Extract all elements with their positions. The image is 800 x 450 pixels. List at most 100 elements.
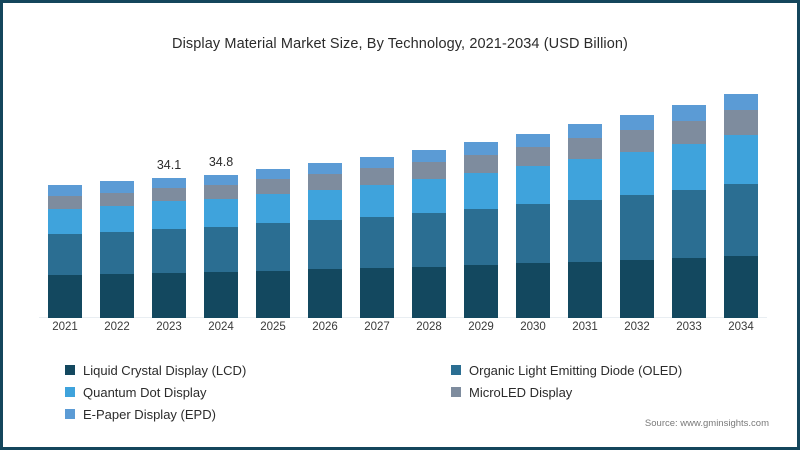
- bar-value-label: 34.8: [208, 154, 234, 169]
- bar-segment: [308, 163, 342, 174]
- bar-segment: [204, 184, 238, 199]
- bar-segment: [672, 257, 706, 318]
- bar-segment: [620, 151, 654, 195]
- x-tick-2033: 2033: [676, 321, 702, 333]
- bar-segment: [48, 185, 82, 197]
- bar-2030[interactable]: [516, 133, 550, 318]
- bar-2032[interactable]: [620, 115, 654, 318]
- legend-swatch-icon: [65, 365, 75, 375]
- legend-swatch-icon: [65, 409, 75, 419]
- x-tick-2021: 2021: [52, 321, 78, 333]
- bar-2027[interactable]: [360, 157, 394, 318]
- bar-segment: [516, 133, 550, 147]
- bar-segment: [360, 217, 394, 269]
- bar-segment: [620, 129, 654, 152]
- bar-segment: [204, 271, 238, 318]
- bar-segment: [724, 93, 758, 111]
- x-tick-2024: 2024: [208, 321, 234, 333]
- x-tick-2025: 2025: [260, 321, 286, 333]
- bar-segment: [412, 161, 446, 179]
- bar-segment: [360, 168, 394, 185]
- legend-item[interactable]: E-Paper Display (EPD): [65, 403, 246, 425]
- x-tick-2030: 2030: [520, 321, 546, 333]
- source-attribution: Source: www.gminsights.com: [644, 418, 769, 429]
- bar-segment: [464, 264, 498, 318]
- x-tick-2027: 2027: [364, 321, 390, 333]
- bar-segment: [568, 124, 602, 139]
- bar-segment: [100, 181, 134, 193]
- bar-segment: [152, 272, 186, 318]
- legend-item[interactable]: Quantum Dot Display: [65, 381, 246, 403]
- legend-item-label: Quantum Dot Display: [83, 384, 207, 400]
- bar-2034[interactable]: [724, 93, 758, 318]
- legend-column-right: Organic Light Emitting Diode (OLED) Micro…: [451, 359, 682, 403]
- bar-segment: [204, 174, 238, 185]
- bar-segment: [516, 166, 550, 205]
- bar-segment: [308, 269, 342, 318]
- chart-title: Display Material Market Size, By Technol…: [172, 36, 628, 52]
- legend-item[interactable]: Liquid Crystal Display (LCD): [65, 359, 246, 381]
- bar-segment: [464, 142, 498, 155]
- bar-2022[interactable]: [100, 181, 134, 318]
- bar-segment: [724, 255, 758, 318]
- x-tick-2032: 2032: [624, 321, 650, 333]
- bar-segment: [256, 223, 290, 271]
- legend-swatch-icon: [65, 387, 75, 397]
- bar-2021[interactable]: [48, 185, 82, 318]
- bar-segment: [48, 208, 82, 234]
- legend-item[interactable]: MicroLED Display: [451, 381, 682, 403]
- legend-item-label: E-Paper Display (EPD): [83, 406, 216, 422]
- bar-segment: [308, 173, 342, 190]
- bar-segment: [724, 183, 758, 256]
- bar-2029[interactable]: [464, 142, 498, 318]
- x-tick-2034: 2034: [728, 321, 754, 333]
- bar-segment: [516, 263, 550, 318]
- bar-2026[interactable]: [308, 163, 342, 318]
- bar-segment: [100, 274, 134, 318]
- bar-segment: [464, 154, 498, 173]
- bar-2033[interactable]: [672, 105, 706, 318]
- bar-segment: [620, 115, 654, 130]
- bar-2024[interactable]: 34.8: [204, 155, 238, 318]
- bar-segment: [412, 178, 446, 213]
- bar-segment: [724, 110, 758, 136]
- bar-value-label: 34.1: [156, 157, 182, 172]
- bar-segment: [48, 275, 82, 318]
- bar-segment: [100, 231, 134, 275]
- plot-area: 34.1 34.8: [39, 75, 767, 318]
- bar-segment: [256, 194, 290, 224]
- x-tick-2028: 2028: [416, 321, 442, 333]
- bar-segment: [412, 213, 446, 267]
- bar-segment: [672, 189, 706, 258]
- bar-segment: [516, 146, 550, 167]
- legend-swatch-icon: [451, 387, 461, 397]
- bar-segment: [464, 208, 498, 265]
- bar-segment: [204, 198, 238, 227]
- x-tick-2031: 2031: [572, 321, 598, 333]
- bar-2025[interactable]: [256, 168, 290, 318]
- bar-segment: [360, 157, 394, 169]
- bar-segment: [568, 199, 602, 262]
- bar-segment: [620, 259, 654, 318]
- bar-segment: [152, 201, 186, 229]
- bar-2023[interactable]: 34.1: [152, 158, 186, 318]
- bar-segment: [152, 187, 186, 202]
- bar-segment: [256, 168, 290, 180]
- legend-item-label: MicroLED Display: [469, 384, 573, 400]
- bar-2028[interactable]: [412, 149, 446, 318]
- axis-baseline: [39, 317, 767, 318]
- x-tick-2022: 2022: [104, 321, 130, 333]
- bar-segment: [204, 226, 238, 272]
- x-tick-2023: 2023: [156, 321, 182, 333]
- legend-item[interactable]: Organic Light Emitting Diode (OLED): [451, 359, 682, 381]
- bar-segment: [516, 204, 550, 264]
- bar-segment: [672, 143, 706, 190]
- bar-segment: [672, 105, 706, 121]
- bar-segment: [308, 220, 342, 270]
- bar-segment: [620, 194, 654, 260]
- bar-segment: [152, 177, 186, 188]
- bar-segment: [48, 234, 82, 276]
- bar-2031[interactable]: [568, 124, 602, 318]
- legend-item-label: Liquid Crystal Display (LCD): [83, 362, 247, 378]
